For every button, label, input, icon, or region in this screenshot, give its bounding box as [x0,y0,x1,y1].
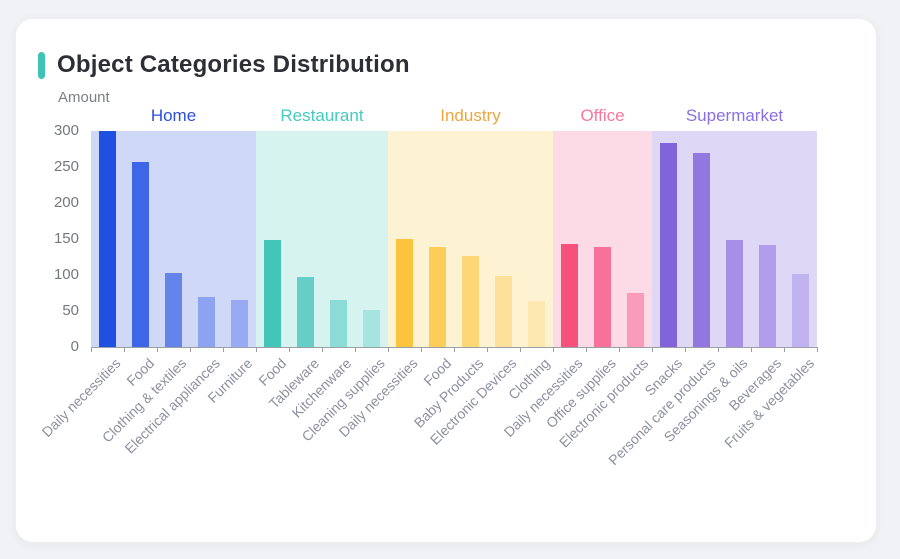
x-axis-tick [322,347,323,352]
group-label-industry: Industry [440,106,501,125]
bar-office-office-supplies[interactable] [594,247,611,347]
page-title: Object Categories Distribution [57,51,410,78]
x-axis-tick [553,347,554,352]
y-axis-title: Amount [58,89,110,106]
y-tick-label-200: 200 [53,194,79,211]
x-axis-tick [256,347,257,352]
x-axis-tick [223,347,224,352]
bar-home-food[interactable] [132,162,149,347]
x-axis-tick [718,347,719,352]
bar-office-daily-necessities[interactable] [561,244,578,347]
title-accent-bar [38,51,45,79]
x-axis-tick [784,347,785,352]
bar-industry-food[interactable] [429,247,446,347]
bar-restaurant-tableware[interactable] [297,277,314,347]
y-tick-label-300: 300 [53,122,79,139]
group-label-supermarket: Supermarket [685,106,784,125]
bar-restaurant-cleaning-supplies[interactable] [363,310,380,347]
x-axis-tick [289,347,290,352]
bar-restaurant-food[interactable] [264,240,281,347]
chart-card: Object Categories Distribution Amount Ho… [15,18,877,543]
bar-restaurant-kitchenware[interactable] [330,300,347,347]
bar-industry-clothing[interactable] [528,301,545,347]
y-tick-label-100: 100 [53,266,79,283]
bar-supermarket-personal-care-products[interactable] [693,153,710,347]
y-tick-label-150: 150 [53,230,79,247]
x-axis-tick [817,347,818,352]
x-axis-tick [91,347,92,352]
x-axis-tick [190,347,191,352]
y-tick-label-250: 250 [53,158,79,175]
bar-supermarket-fruits-vegetables[interactable] [792,274,809,347]
x-axis-tick [355,347,356,352]
x-axis-tick [487,347,488,352]
bar-home-electrical-appliances[interactable] [198,297,215,347]
x-axis-tick [157,347,158,352]
group-label-home: Home [150,106,197,125]
y-tick-label-0: 0 [70,338,79,355]
x-axis-tick [520,347,521,352]
group-label-office: Office [580,106,625,125]
x-axis-tick [124,347,125,352]
y-tick-label-50: 50 [62,302,79,319]
bar-home-furniture[interactable] [231,300,248,347]
x-axis-tick [751,347,752,352]
group-label-restaurant: Restaurant [280,106,364,125]
bar-supermarket-snacks[interactable] [660,143,677,347]
bar-industry-electronic-devices[interactable] [495,276,512,347]
bar-supermarket-seasonings-oils[interactable] [726,240,743,347]
bar-industry-daily-necessities[interactable] [396,239,413,347]
bar-industry-baby-products[interactable] [462,256,479,347]
x-axis-tick [685,347,686,352]
x-axis-tick [388,347,389,352]
x-axis-tick [619,347,620,352]
x-axis-tick [454,347,455,352]
x-axis-tick [421,347,422,352]
chart-canvas: Home Daily necessities Food Clothing & text… [16,19,878,544]
bar-home-daily-necessities[interactable] [99,131,116,347]
bar-supermarket-beverages[interactable] [759,245,776,347]
bar-home-clothing-textiles[interactable] [165,273,182,347]
card-header: Object Categories Distribution [38,51,410,79]
x-axis-tick [586,347,587,352]
bar-office-electronic-products[interactable] [627,293,644,347]
x-axis-tick [652,347,653,352]
